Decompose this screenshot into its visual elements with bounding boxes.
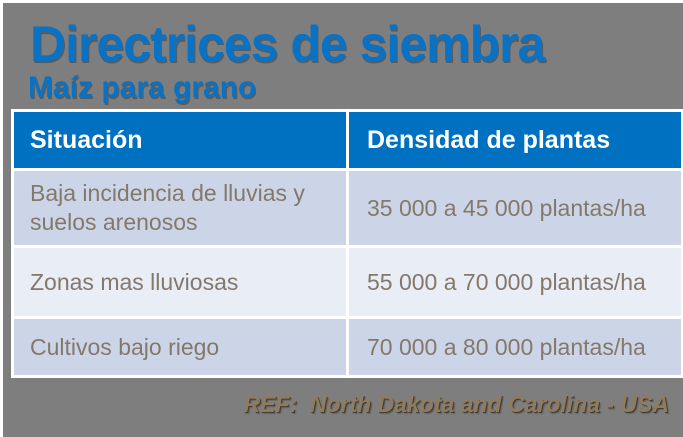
reference-note: REF: North Dakota and Carolina - USA (243, 391, 669, 417)
table-row-1-densidad: 35 000 a 45 000 plantas/ha (349, 171, 681, 245)
table-header-densidad: Densidad de plantas (349, 112, 681, 168)
table-row-2-situacion: Zonas mas lluviosas (14, 248, 346, 316)
table-row-3-densidad: 70 000 a 80 000 plantas/ha (349, 319, 681, 375)
table-header-situacion: Situación (14, 112, 346, 168)
table-row-3-situacion: Cultivos bajo riego (14, 319, 346, 375)
guidelines-table: Situación Densidad de plantas Baja incid… (11, 109, 683, 378)
slide-subtitle: Maíz para grano (28, 71, 257, 104)
table-row-1-situacion: Baja incidencia de lluvias y suelos aren… (14, 171, 346, 245)
table-row-2-densidad: 55 000 a 70 000 plantas/ha (349, 248, 681, 316)
slide-title: Directrices de siembra (30, 16, 545, 72)
